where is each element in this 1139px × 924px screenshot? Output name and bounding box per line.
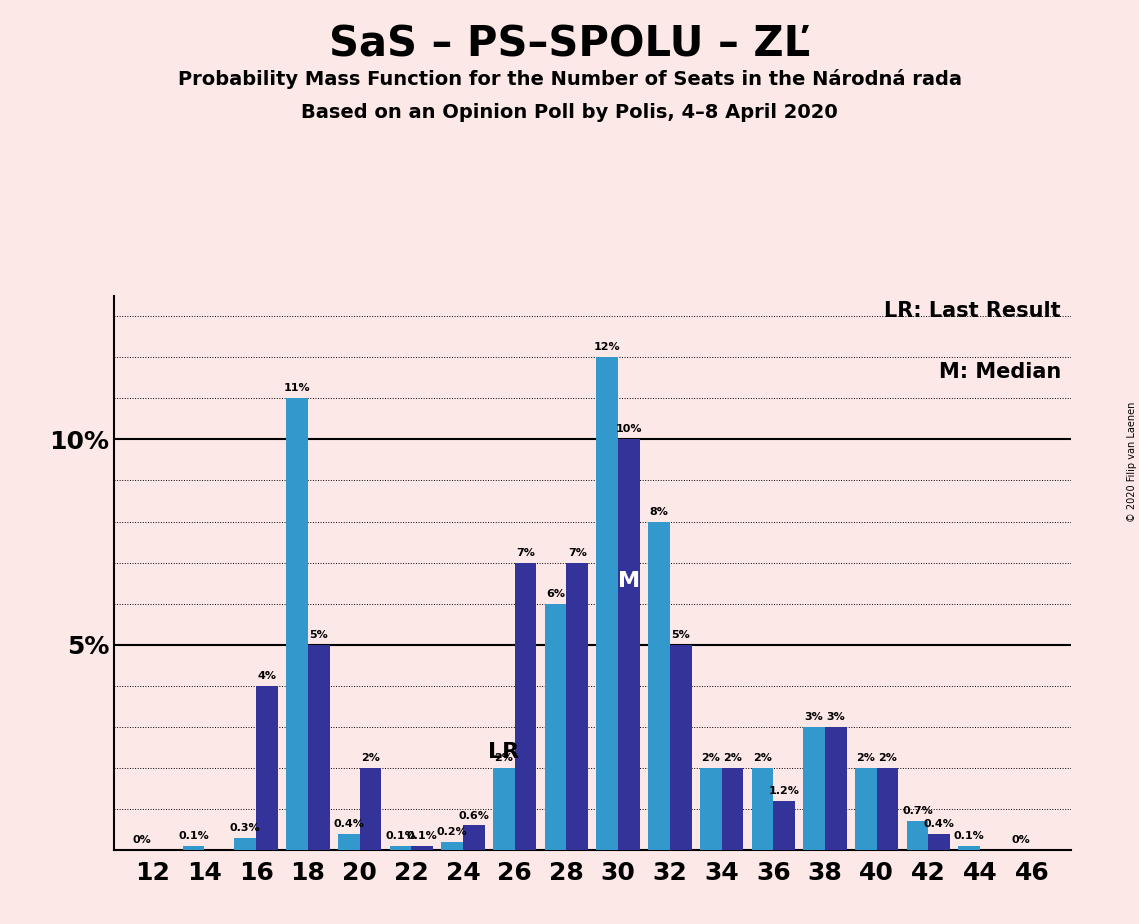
Text: SaS – PS–SPOLU – ZĽ: SaS – PS–SPOLU – ZĽ <box>329 23 810 65</box>
Bar <box>928 833 950 850</box>
Text: 0.6%: 0.6% <box>458 810 490 821</box>
Bar <box>338 833 360 850</box>
Text: 0.1%: 0.1% <box>178 831 208 841</box>
Text: 8%: 8% <box>649 506 669 517</box>
Text: 0%: 0% <box>1011 835 1031 845</box>
Text: 3%: 3% <box>827 712 845 722</box>
Bar <box>235 838 256 850</box>
Text: LR: LR <box>489 742 519 761</box>
Bar <box>390 846 411 850</box>
Bar <box>441 842 462 850</box>
Text: 0.1%: 0.1% <box>954 831 985 841</box>
Text: 0.4%: 0.4% <box>334 819 364 829</box>
Text: 2%: 2% <box>361 753 379 763</box>
Bar <box>773 801 795 850</box>
Text: 0.4%: 0.4% <box>924 819 954 829</box>
Text: 2%: 2% <box>702 753 720 763</box>
Text: 11%: 11% <box>284 383 310 394</box>
Text: 2%: 2% <box>753 753 772 763</box>
Text: 1.2%: 1.2% <box>769 786 800 796</box>
Text: 0.2%: 0.2% <box>436 827 467 837</box>
Text: M: M <box>618 571 640 591</box>
Text: Based on an Opinion Poll by Polis, 4–8 April 2020: Based on an Opinion Poll by Polis, 4–8 A… <box>301 103 838 123</box>
Text: 2%: 2% <box>494 753 514 763</box>
Bar <box>825 727 846 850</box>
Text: 2%: 2% <box>857 753 875 763</box>
Text: © 2020 Filip van Laenen: © 2020 Filip van Laenen <box>1126 402 1137 522</box>
Text: Probability Mass Function for the Number of Seats in the Národná rada: Probability Mass Function for the Number… <box>178 69 961 90</box>
Bar <box>515 563 536 850</box>
Bar <box>907 821 928 850</box>
Bar <box>544 603 566 850</box>
Bar <box>803 727 825 850</box>
Text: 6%: 6% <box>546 589 565 599</box>
Bar <box>493 768 515 850</box>
Bar <box>670 645 691 850</box>
Bar <box>256 686 278 850</box>
Bar <box>648 521 670 850</box>
Text: 0.3%: 0.3% <box>230 823 261 833</box>
Bar <box>360 768 382 850</box>
Bar <box>877 768 899 850</box>
Bar <box>618 440 640 850</box>
Text: 2%: 2% <box>723 753 741 763</box>
Bar <box>462 825 485 850</box>
Text: 10%: 10% <box>616 424 642 434</box>
Bar <box>958 846 981 850</box>
Text: 0.7%: 0.7% <box>902 807 933 817</box>
Bar <box>566 563 588 850</box>
Bar <box>722 768 744 850</box>
Bar <box>752 768 773 850</box>
Text: 0.1%: 0.1% <box>407 831 437 841</box>
Bar <box>182 846 204 850</box>
Bar <box>699 768 722 850</box>
Text: 2%: 2% <box>878 753 898 763</box>
Bar <box>597 358 618 850</box>
Bar <box>286 398 308 850</box>
Text: 3%: 3% <box>805 712 823 722</box>
Bar <box>855 768 877 850</box>
Bar <box>411 846 433 850</box>
Text: 0%: 0% <box>132 835 151 845</box>
Text: 7%: 7% <box>516 548 535 558</box>
Text: 7%: 7% <box>568 548 587 558</box>
Text: 0.1%: 0.1% <box>385 831 416 841</box>
Text: M: Median: M: Median <box>939 362 1062 383</box>
Bar <box>308 645 329 850</box>
Text: 4%: 4% <box>257 671 277 681</box>
Text: 5%: 5% <box>310 630 328 639</box>
Text: LR: Last Result: LR: Last Result <box>885 301 1062 322</box>
Text: 12%: 12% <box>593 343 621 352</box>
Text: 5%: 5% <box>671 630 690 639</box>
